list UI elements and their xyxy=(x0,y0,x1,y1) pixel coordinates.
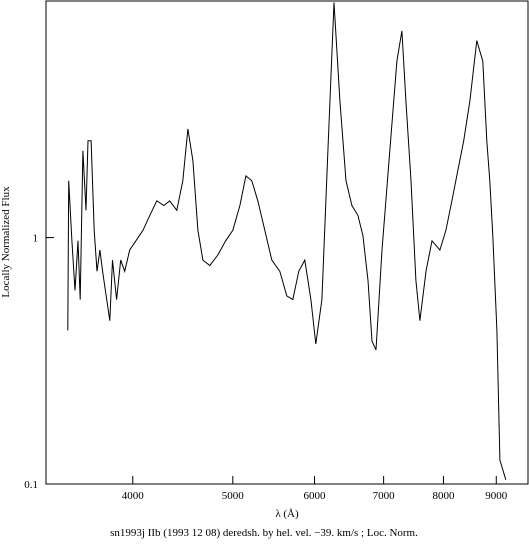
plot-frame xyxy=(45,0,529,485)
y-axis-label: Locally Normalized Flux xyxy=(0,186,12,298)
spectrum-line xyxy=(67,2,507,480)
x-axis-label: λ (Å) xyxy=(275,508,299,520)
x-tick-label: 4000 xyxy=(122,490,145,502)
chart-title: sn1993j IIb (1993 12 08) deredsh. by hel… xyxy=(110,527,418,539)
x-tick-label: 5000 xyxy=(222,490,245,502)
x-tick-label: 7000 xyxy=(373,490,396,502)
y-tick-label: 0.1 xyxy=(24,479,38,491)
x-tick-label: 8000 xyxy=(432,490,455,502)
x-tick-label: 6000 xyxy=(304,490,327,502)
y-tick-label: 1 xyxy=(33,233,39,245)
x-tick-label: 9000 xyxy=(485,490,508,502)
